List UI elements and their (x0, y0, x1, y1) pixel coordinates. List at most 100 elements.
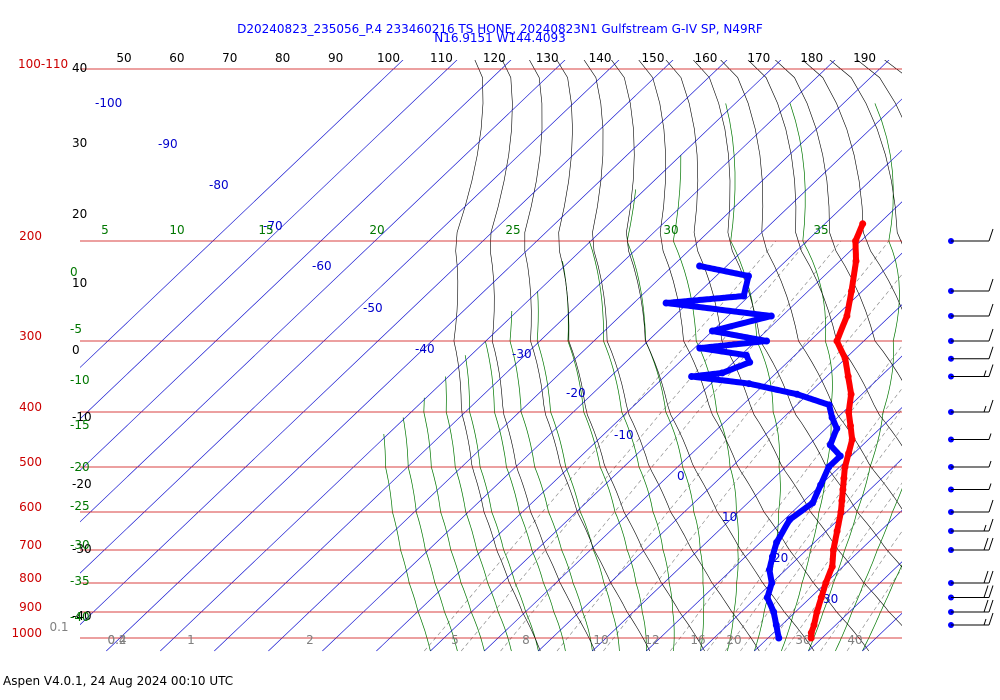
wind-barb-flag (988, 612, 994, 626)
thetae-label: 10 (169, 223, 184, 237)
wind-barb-flag (988, 399, 994, 413)
wind-barb (948, 585, 994, 601)
isotherm-label: -30 (512, 347, 532, 361)
wind-barb-flag (988, 499, 994, 513)
pressure-label: 500 (19, 455, 42, 469)
theta-label: 100 (377, 51, 400, 65)
isotherm-label: -60 (312, 259, 332, 273)
moist-adiabat-line (402, 417, 458, 652)
theta-label: 110 (430, 51, 453, 65)
dry-adiabat-line (884, 60, 902, 74)
dry-adiabat-line (524, 60, 651, 652)
temperature-point (852, 257, 860, 265)
isotherm-line (80, 60, 458, 420)
mixing-ratio-label: 5 (451, 633, 459, 647)
left-scale-label: 40 (72, 61, 87, 75)
pressure-label: 100-110 (18, 57, 68, 71)
temperature-point (852, 237, 859, 245)
temperature-point (822, 579, 830, 587)
wind-barb (948, 328, 994, 344)
dry-adiabat-line (583, 60, 760, 652)
dewpoint-point (763, 337, 771, 345)
moist-adiabat-line (383, 433, 431, 652)
wind-barb (948, 483, 992, 493)
theta-label: 190 (853, 51, 876, 65)
mixing-ratio-label: 2 (306, 633, 314, 647)
pressure-label: 900 (19, 600, 42, 614)
pressure-label: 1000 (11, 626, 42, 640)
wind-barb-flag (983, 570, 989, 584)
dewpoint-point (770, 608, 778, 616)
mixing-ratio-line (764, 457, 902, 652)
dry-adiabat-line (872, 21, 1000, 651)
wind-barb-flag (988, 278, 994, 292)
pressure-label: 300 (19, 329, 42, 343)
isotherm-line (916, 21, 1000, 651)
isotherm-line (700, 458, 902, 652)
moist-left-label: -35 (70, 574, 90, 588)
pressure-label: 800 (19, 571, 42, 585)
left-scale-label: -40 (72, 609, 92, 623)
temperature-point (838, 497, 846, 505)
wind-barb-flag (988, 585, 994, 598)
isotherm-line (754, 509, 902, 652)
dewpoint-point (740, 292, 748, 300)
pressure-label: 200 (19, 229, 42, 243)
footer-text: Aspen V4.0.1, 24 Aug 2024 00:10 UTC (3, 674, 234, 688)
dry-adiabat-line (489, 60, 596, 652)
theta-label: 150 (642, 51, 665, 65)
isotherm-line (80, 60, 620, 574)
mixing-ratio-line (424, 240, 777, 652)
moist-adiabat-line (588, 240, 675, 652)
temperature-point (844, 373, 852, 380)
isotherm-line (80, 60, 674, 626)
left-scale-label: -20 (72, 477, 92, 491)
temperature-point (840, 474, 848, 482)
dewpoint-point (767, 312, 775, 320)
wind-barb-flag (983, 599, 989, 613)
wind-barb (948, 364, 994, 380)
theta-label: 80 (275, 51, 290, 65)
dewpoint-point (688, 373, 696, 380)
dewpoint-point (825, 401, 833, 409)
isotherm-label: 10 (722, 510, 737, 524)
wind-barbs (948, 228, 994, 628)
temperature-point (829, 546, 837, 554)
theta-label: 50 (116, 51, 131, 65)
theta-label: 120 (483, 51, 506, 65)
wind-barb-half (983, 370, 987, 377)
dewpoint-point (746, 358, 754, 366)
temperature-point (833, 337, 841, 345)
temperature-point (845, 408, 853, 416)
dry-adiabat-line (453, 60, 541, 652)
left-scale-label: -30 (72, 542, 92, 556)
dewpoint-point (708, 327, 716, 335)
wind-barb (948, 346, 994, 362)
isotherm-line (970, 21, 1000, 651)
isotherm-label: -70 (263, 219, 283, 233)
dry-adiabat-line (921, 21, 1000, 651)
isotherm-line (80, 60, 404, 368)
dewpoint-point (696, 344, 704, 352)
dewpoint-point (718, 369, 726, 377)
dry-adiabat-line (774, 60, 902, 381)
mixing-ratio-label: 16 (690, 633, 705, 647)
moist-adiabat-line (781, 103, 833, 652)
temperature-point (847, 422, 854, 430)
left-scale-label: 10 (72, 276, 87, 290)
wind-barb-flag (988, 537, 994, 551)
dewpoint-point (809, 499, 816, 507)
dewpoint-point (826, 441, 834, 449)
wind-barb-flag (988, 328, 994, 342)
theta-label: 170 (747, 51, 770, 65)
dewpoint-point (772, 621, 780, 629)
wind-barb (948, 499, 994, 515)
temperature-point (810, 621, 818, 629)
isotherm-label: -50 (363, 301, 383, 315)
thetae-label: 15 (258, 223, 273, 237)
pressure-label: 600 (19, 500, 42, 514)
moist-adiabat-line (484, 340, 566, 652)
theta-label: 60 (169, 51, 184, 65)
isotherm-line (80, 60, 566, 523)
isotherm-line (484, 252, 902, 652)
